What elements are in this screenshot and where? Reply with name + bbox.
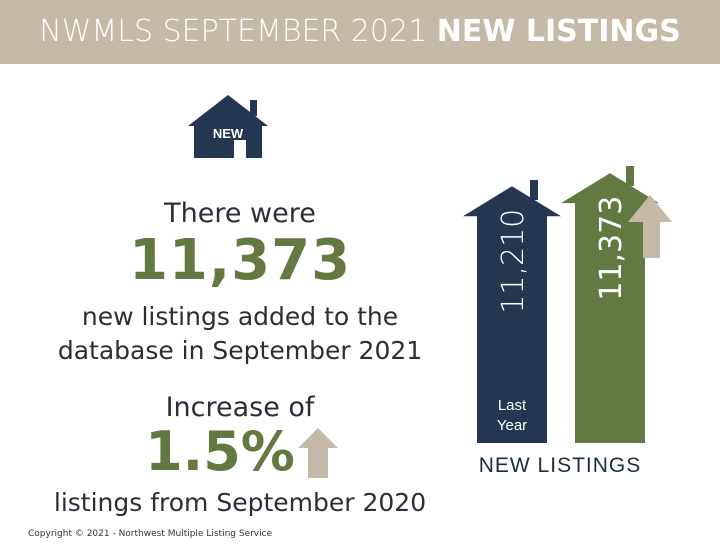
summary-line2: new listings added to the database in Se… — [20, 300, 460, 368]
summary-line4: listings from September 2020 — [53, 488, 427, 517]
percent-change: 1.5% — [145, 420, 295, 483]
copyright: Copyright © 2021 - Northwest Multiple Li… — [28, 529, 273, 539]
bar-last-year: 11,210 Last Year — [463, 180, 561, 443]
summary-line2b: database in September 2021 — [57, 336, 423, 365]
up-arrow-icon — [298, 428, 338, 478]
bar-value-label: 11,373 — [594, 196, 629, 301]
house-badge-text: NEW — [213, 126, 244, 141]
summary-line3: Increase of — [165, 392, 315, 423]
house-icon: NEW — [188, 95, 268, 158]
title-bold: NEW LISTINGS — [436, 14, 681, 49]
title-light: NWMLS SEPTEMBER 2021 — [39, 14, 428, 49]
summary-line2a: new listings added to the — [81, 302, 399, 331]
x-axis-label: NEW LISTINGS — [479, 454, 642, 477]
bar-category-line2: Year — [497, 417, 527, 434]
listing-count: 11,373 — [128, 228, 352, 293]
bar-value-label: 11,210 — [496, 209, 531, 314]
increase-arrow-icon — [628, 195, 672, 258]
bar-category-line1: Last — [498, 397, 527, 414]
page-header: NWMLS SEPTEMBER 2021 NEW LISTINGS — [0, 0, 720, 64]
summary-line1: There were — [164, 198, 316, 229]
bar-this-year: 11,373 — [561, 166, 672, 443]
